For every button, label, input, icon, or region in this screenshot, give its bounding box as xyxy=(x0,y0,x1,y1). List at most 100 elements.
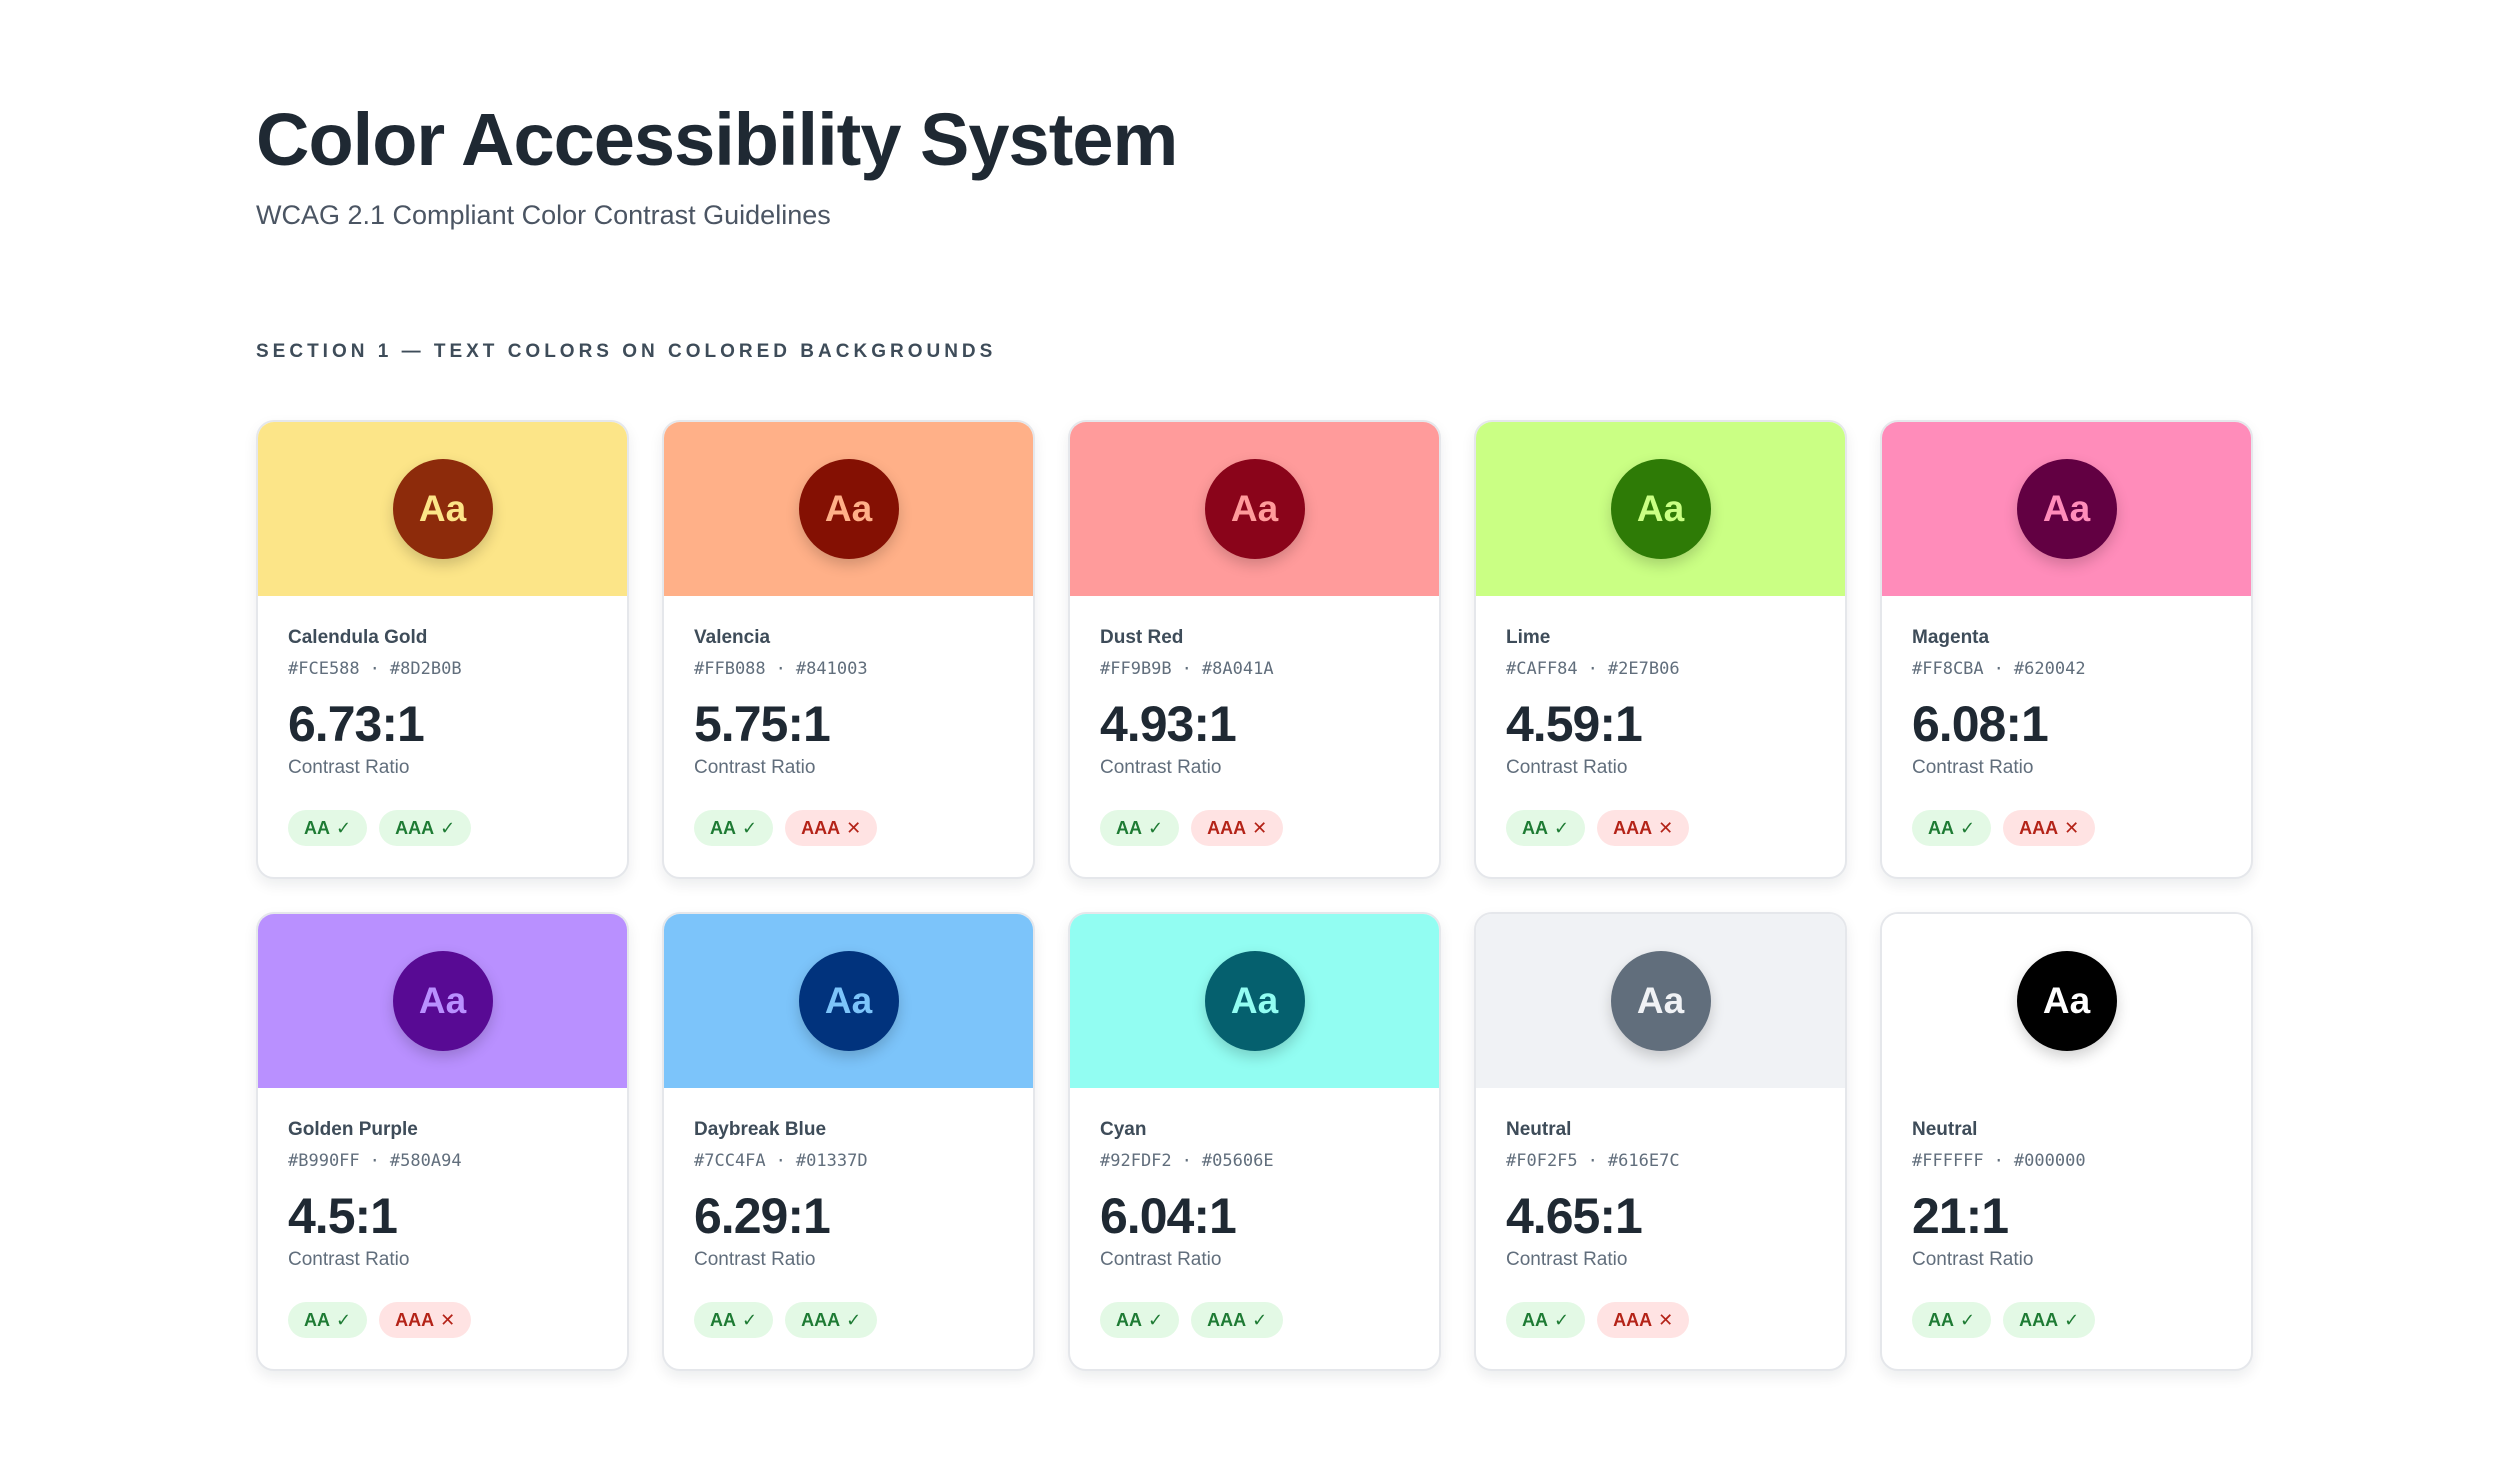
contrast-ratio: 4.93:1 xyxy=(1100,696,1237,752)
sample-text-circle: Aa xyxy=(1610,459,1711,559)
sample-text-circle: Aa xyxy=(798,459,899,559)
aaa-label: AAA xyxy=(395,817,435,838)
hex-codes: #7CC4FA · #01337D xyxy=(694,1150,1003,1172)
sample-text: Aa xyxy=(1636,488,1685,529)
check-icon: ✓ xyxy=(336,817,352,838)
color-name: Neutral xyxy=(1912,1119,1978,1140)
sample-text: Aa xyxy=(2042,488,2091,529)
aaa-badge: AAA ✕ xyxy=(379,1302,472,1338)
color-card[interactable]: Aa Dust Red #FF9B9B · #8A041A 4.93:1 Contr… xyxy=(1068,420,1441,879)
color-name: Calendula Gold xyxy=(288,627,428,648)
card-info: Dust Red #FF9B9B · #8A041A 4.93:1 Contrast… xyxy=(1070,596,1439,846)
color-card[interactable]: Aa Neutral #F0F2F5 · #616E7C 4.65:1 Contra… xyxy=(1474,912,1847,1371)
color-name: Lime xyxy=(1506,627,1551,648)
background-hex: #F0F2F5 xyxy=(1506,1151,1578,1171)
contrast-ratio: 6.08:1 xyxy=(1912,696,2049,752)
aa-label: AA xyxy=(1928,817,1954,838)
color-swatch: Aa xyxy=(1070,422,1439,596)
check-icon: ✓ xyxy=(440,817,456,838)
aa-badge: AA ✓ xyxy=(1100,810,1180,846)
check-icon: ✓ xyxy=(2064,1309,2080,1330)
color-name: Dust Red xyxy=(1100,627,1184,648)
x-icon: ✕ xyxy=(440,1309,456,1330)
page-title: Color Accessibility System xyxy=(256,98,1178,181)
contrast-ratio-label: Contrast Ratio xyxy=(1100,1249,1222,1270)
compliance-badges: AA ✓ AAA ✕ xyxy=(1506,810,1815,846)
aa-badge: AA ✓ xyxy=(694,810,774,846)
color-card[interactable]: Aa Neutral #FFFFFF · #000000 21:1 Contrast… xyxy=(1880,912,2253,1371)
hex-codes: #FCE588 · #8D2B0B xyxy=(288,658,597,680)
aa-badge: AA ✓ xyxy=(1506,1302,1586,1338)
color-card[interactable]: Aa Calendula Gold #FCE588 · #8D2B0B 6.73:1… xyxy=(256,420,629,879)
check-icon: ✓ xyxy=(1960,1309,1976,1330)
background-hex: #B990FF xyxy=(288,1151,360,1171)
aaa-label: AAA xyxy=(801,1309,841,1330)
card-info: Neutral #F0F2F5 · #616E7C 4.65:1 Contrast … xyxy=(1476,1088,1845,1338)
color-card[interactable]: Aa Daybreak Blue #7CC4FA · #01337D 6.29:1 … xyxy=(662,912,1035,1371)
aa-label: AA xyxy=(1928,1309,1954,1330)
text-hex: #841003 xyxy=(795,659,868,679)
aa-label: AA xyxy=(304,817,330,838)
contrast-ratio-label: Contrast Ratio xyxy=(288,757,410,778)
sample-text: Aa xyxy=(1636,980,1685,1021)
aa-badge: AA ✓ xyxy=(694,1302,774,1338)
text-hex: #616E7C xyxy=(1607,1151,1680,1171)
x-icon: ✕ xyxy=(1252,817,1268,838)
check-icon: ✓ xyxy=(742,1309,758,1330)
aa-label: AA xyxy=(710,817,736,838)
x-icon: ✕ xyxy=(1658,1309,1674,1330)
check-icon: ✓ xyxy=(1554,1309,1570,1330)
check-icon: ✓ xyxy=(1148,1309,1164,1330)
aaa-badge: AAA ✓ xyxy=(379,810,472,846)
check-icon: ✓ xyxy=(336,1309,352,1330)
compliance-badges: AA ✓ AAA ✓ xyxy=(1912,1302,2221,1338)
color-card[interactable]: Aa Valencia #FFB088 · #841003 5.75:1 Contr… xyxy=(662,420,1035,879)
background-hex: #FF8CBA xyxy=(1912,659,1984,679)
aaa-badge: AAA ✕ xyxy=(1597,810,1690,846)
contrast-ratio-label: Contrast Ratio xyxy=(1912,1249,2034,1270)
aa-badge: AA ✓ xyxy=(288,1302,368,1338)
background-hex: #FFFFFF xyxy=(1912,1151,1984,1171)
contrast-ratio-label: Contrast Ratio xyxy=(288,1249,410,1270)
contrast-ratio-label: Contrast Ratio xyxy=(1506,757,1628,778)
hex-codes: #FF9B9B · #8A041A xyxy=(1100,658,1409,680)
aa-badge: AA ✓ xyxy=(1506,810,1586,846)
hex-codes: #FF8CBA · #620042 xyxy=(1912,658,2221,680)
hex-codes: #F0F2F5 · #616E7C xyxy=(1506,1150,1815,1172)
background-hex: #FF9B9B xyxy=(1100,659,1172,679)
color-card[interactable]: Aa Golden Purple #B990FF · #580A94 4.5:1 C… xyxy=(256,912,629,1371)
x-icon: ✕ xyxy=(846,817,862,838)
separator-dot: · xyxy=(1587,1151,1598,1171)
check-icon: ✓ xyxy=(1554,817,1570,838)
separator-dot: · xyxy=(1993,659,2004,679)
sample-text: Aa xyxy=(824,488,873,529)
color-swatch: Aa xyxy=(1476,422,1845,596)
separator-dot: · xyxy=(369,659,380,679)
separator-dot: · xyxy=(775,1151,786,1171)
aa-label: AA xyxy=(710,1309,736,1330)
text-hex: #2E7B06 xyxy=(1607,659,1680,679)
contrast-ratio: 5.75:1 xyxy=(694,696,831,752)
text-hex: #000000 xyxy=(2013,1151,2086,1171)
color-card[interactable]: Aa Magenta #FF8CBA · #620042 6.08:1 Contra… xyxy=(1880,420,2253,879)
contrast-ratio: 4.5:1 xyxy=(288,1188,398,1244)
aaa-label: AAA xyxy=(801,817,841,838)
color-name: Neutral xyxy=(1506,1119,1572,1140)
contrast-ratio: 4.59:1 xyxy=(1506,696,1643,752)
background-hex: #CAFF84 xyxy=(1506,659,1578,679)
sample-text-circle: Aa xyxy=(2016,951,2117,1051)
color-card[interactable]: Aa Cyan #92FDF2 · #05606E 6.04:1 Contrast … xyxy=(1068,912,1441,1371)
separator-dot: · xyxy=(1993,1151,2004,1171)
sample-text: Aa xyxy=(418,488,467,529)
color-name: Valencia xyxy=(694,627,771,648)
check-icon: ✓ xyxy=(1148,817,1164,838)
sample-text: Aa xyxy=(1230,488,1279,529)
sample-text: Aa xyxy=(1230,980,1279,1021)
aaa-badge: AAA ✓ xyxy=(1191,1302,1284,1338)
card-info: Valencia #FFB088 · #841003 5.75:1 Contrast… xyxy=(664,596,1033,846)
aaa-badge: AAA ✕ xyxy=(2003,810,2096,846)
text-hex: #8A041A xyxy=(1201,659,1274,679)
color-swatch: Aa xyxy=(1476,914,1845,1088)
color-card[interactable]: Aa Lime #CAFF84 · #2E7B06 4.59:1 Contrast … xyxy=(1474,420,1847,879)
